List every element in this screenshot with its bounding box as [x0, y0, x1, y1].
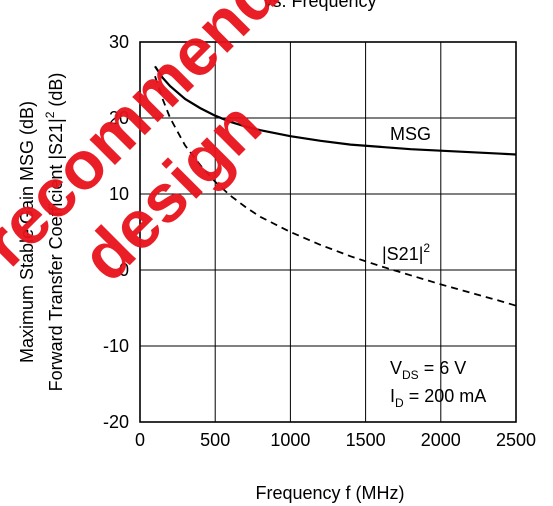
- y-tick-label: 30: [109, 32, 129, 52]
- x-tick-label: 500: [200, 430, 230, 450]
- x-tick-label: 2500: [496, 430, 536, 450]
- plot-grid: [140, 42, 516, 422]
- chart-title: vs. Frequency: [263, 0, 376, 11]
- series-msg-line: [154, 65, 517, 156]
- y-axis-label-line2: Forward Transfer Coefficient |S21|2 (dB): [43, 73, 66, 392]
- series-s21-line: [154, 75, 517, 307]
- x-tick-label: 1500: [346, 430, 386, 450]
- series-label-s21: |S21|2: [382, 241, 430, 264]
- y-axis-label-line1: Maximum Stable Gain MSG (dB): [17, 101, 37, 363]
- y-tick-label: 20: [109, 108, 129, 128]
- y-tick-label: -10: [103, 336, 129, 356]
- x-tick-label: 2000: [421, 430, 461, 450]
- series-label-msg: MSG: [390, 124, 431, 144]
- x-axis-label: Frequency f (MHz): [255, 483, 404, 503]
- y-axis-tick-labels: -20 -10 0 10 20 30: [103, 32, 129, 432]
- x-tick-label: 1000: [270, 430, 310, 450]
- annotation-id: ID = 200 mA: [390, 386, 486, 410]
- x-tick-label: 0: [135, 430, 145, 450]
- y-tick-label: 10: [109, 184, 129, 204]
- y-tick-label: -20: [103, 412, 129, 432]
- plot-frame: [139, 41, 517, 423]
- annotation-vds: VDS = 6 V: [390, 358, 466, 382]
- y-tick-label: 0: [119, 260, 129, 280]
- x-axis-tick-labels: 0 500 1000 1500 2000 2500: [135, 430, 536, 450]
